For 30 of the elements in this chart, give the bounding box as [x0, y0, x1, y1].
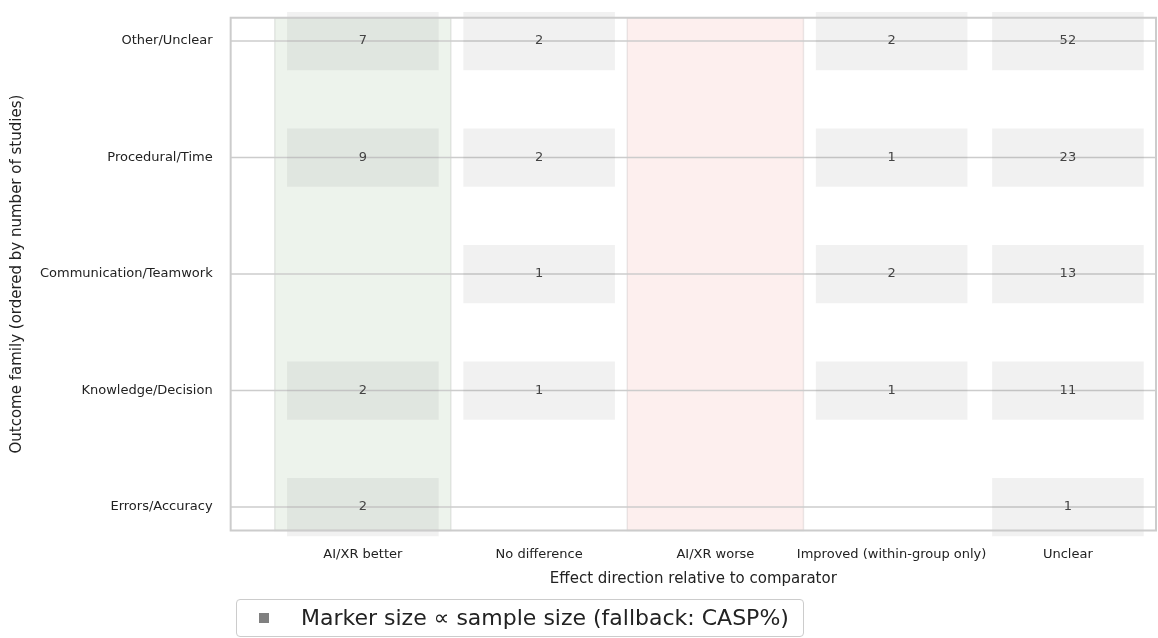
- x-tick-label: Improved (within-group only): [796, 545, 987, 561]
- data-label: 2: [887, 265, 896, 281]
- data-label: 1: [1063, 498, 1073, 514]
- data-label: 11: [1059, 381, 1077, 397]
- data-label: 2: [534, 148, 544, 164]
- data-label: 1: [887, 381, 896, 397]
- y-tick-label: Knowledge/Decision: [81, 381, 213, 397]
- y-tick-label: Communication/Teamwork: [39, 265, 214, 281]
- data-label: 1: [534, 381, 544, 397]
- data-label: 1: [534, 265, 544, 281]
- data-label: 52: [1059, 32, 1077, 48]
- data-label: 9: [358, 148, 367, 164]
- text: Marker size ∝ sample size (fallback: CASP%): [301, 605, 789, 630]
- data-label: 2: [887, 32, 896, 48]
- x-tick-label: No difference: [495, 545, 583, 561]
- y-tick-label: Errors/Accuracy: [110, 498, 213, 514]
- data-label: 7: [358, 32, 367, 48]
- x-tick-label: AI/XR better: [323, 545, 403, 561]
- x-tick-label: Unclear: [1042, 545, 1094, 561]
- data-label: 23: [1059, 148, 1077, 164]
- data-label: 13: [1059, 265, 1077, 281]
- data-label: 2: [534, 32, 544, 48]
- data-label: 1: [887, 148, 896, 164]
- x-tick-label: AI/XR worse: [676, 545, 755, 561]
- y-tick-label: Other/Unclear: [121, 32, 214, 48]
- y-tick-label: Procedural/Time: [107, 148, 213, 164]
- data-label: 2: [358, 498, 367, 514]
- data-label: 2: [358, 381, 367, 397]
- y-axis-title: Outcome family (ordered by number of studies): [6, 94, 25, 454]
- x-axis-title: Effect direction relative to comparator: [549, 568, 838, 587]
